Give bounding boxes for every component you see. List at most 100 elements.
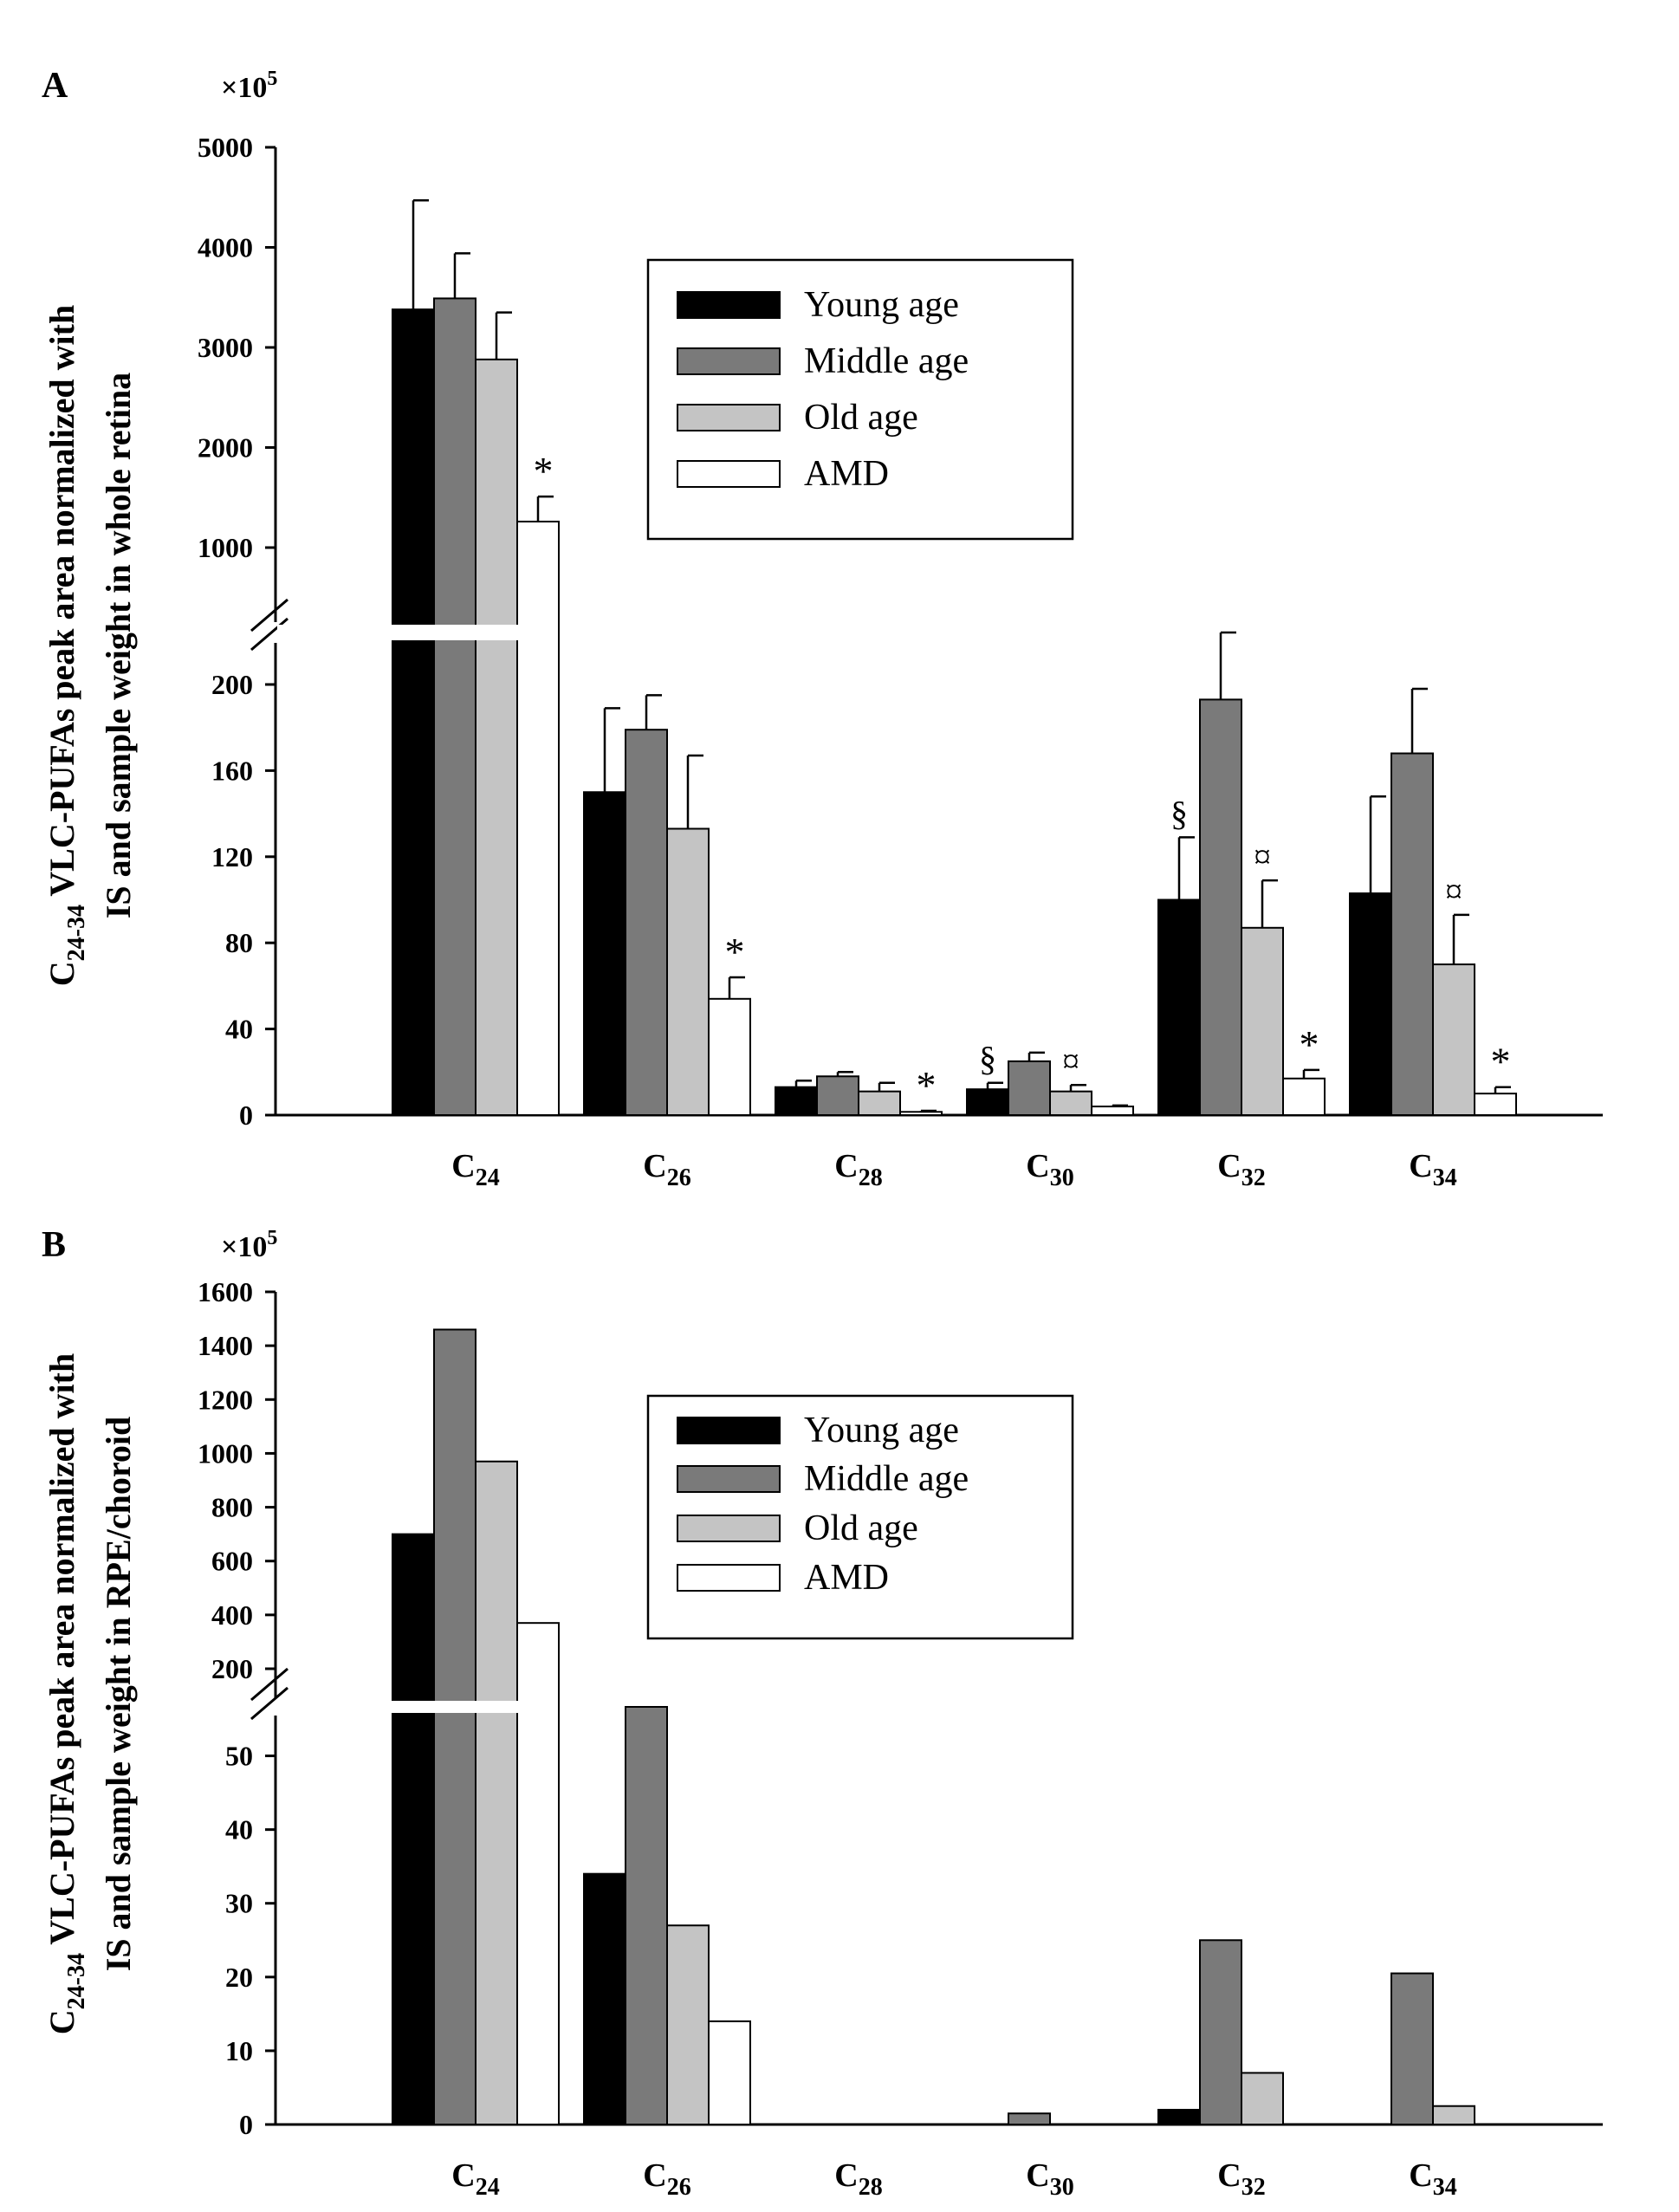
legend-swatch-old-age bbox=[677, 404, 781, 431]
bar-middle-age-c28 bbox=[816, 1075, 859, 1117]
legend-swatch-middle-age bbox=[677, 1465, 781, 1493]
significance-mark: * bbox=[917, 1063, 937, 1107]
legend-swatch-young-age bbox=[677, 291, 781, 319]
legend-label-amd: AMD bbox=[804, 454, 889, 494]
bar-amd-c26 bbox=[708, 2020, 751, 2126]
legend-label-young-age: Young age bbox=[804, 285, 959, 325]
significance-mark: ¤ bbox=[1254, 837, 1271, 876]
legend-swatch-amd bbox=[677, 460, 781, 488]
y-tick-label: 30 bbox=[225, 1888, 253, 1919]
panel-b: B ×105 0 10 20 30 40 50 200 400 600 800 1000 1200 1400… bbox=[42, 1225, 1603, 2201]
bar-young-age-c28 bbox=[775, 1086, 818, 1116]
y-axis-title: C24-34 VLC-PUFAs peak area normalized wi… bbox=[42, 1353, 138, 2034]
bar-middle-age-c32 bbox=[1199, 1939, 1242, 2125]
y-axis-title-line1: C24-34 VLC-PUFAs peak area normalized wi… bbox=[42, 305, 90, 986]
panel-label: A bbox=[42, 66, 68, 106]
y-tick-label: 0 bbox=[239, 2109, 253, 2140]
bar-middle-age-c24 bbox=[433, 297, 476, 1116]
y-axis-title-line1: C24-34 VLC-PUFAs peak area normalized wi… bbox=[42, 1353, 90, 2034]
bar-amd-c32 bbox=[1282, 1077, 1326, 1117]
x-tick-label-c28: C28 bbox=[834, 1148, 882, 1191]
x-tick-label-c30: C30 bbox=[1026, 2157, 1073, 2201]
significance-mark: * bbox=[1300, 1022, 1319, 1067]
bar-old-age-c26 bbox=[666, 827, 710, 1116]
y-axis-title-line2: IS and sample weight in whole retina bbox=[99, 373, 138, 918]
y-tick-label: 600 bbox=[211, 1546, 253, 1577]
legend-label-amd: AMD bbox=[804, 1558, 889, 1598]
y-tick-label: 200 bbox=[211, 669, 253, 700]
bar-amd-c26 bbox=[708, 997, 751, 1117]
bar-middle-age-c34 bbox=[1391, 752, 1434, 1117]
y-tick-label: 1600 bbox=[198, 1276, 253, 1307]
bar-old-age-c26 bbox=[666, 1924, 710, 2126]
legend: Young age Middle age Old age AMD bbox=[646, 258, 1074, 541]
axis-break-mark bbox=[250, 598, 288, 632]
legend-label-middle-age: Middle age bbox=[804, 341, 969, 381]
x-tick-label-c24: C24 bbox=[451, 2157, 499, 2201]
legend-label-old-age: Old age bbox=[804, 398, 918, 438]
axis-break-band bbox=[277, 1701, 554, 1713]
y-tick-label: 400 bbox=[211, 1599, 253, 1631]
legend-swatch-middle-age bbox=[677, 347, 781, 375]
y-tick-label: 40 bbox=[225, 1014, 253, 1045]
x-tick-label-c32: C32 bbox=[1217, 1148, 1265, 1191]
significance-mark: ¤ bbox=[1062, 1041, 1079, 1080]
bar-young-age-c26 bbox=[583, 791, 626, 1116]
bar-amd-c28 bbox=[899, 1111, 943, 1116]
axis-break-mark bbox=[250, 1667, 288, 1702]
y-tick-label: 1200 bbox=[198, 1384, 253, 1415]
bar-young-age-c30 bbox=[966, 1088, 1009, 1117]
axis-break-mark bbox=[250, 617, 288, 652]
bar-old-age-c34 bbox=[1432, 2105, 1475, 2126]
legend-label-young-age: Young age bbox=[804, 1411, 959, 1450]
x-tick-label-c34: C34 bbox=[1409, 2157, 1456, 2201]
bar-young-age-c34 bbox=[1349, 892, 1392, 1117]
panel-a: A ×105 0 40 80 120 160 200 1000 2000 3000 4000 5000 *… bbox=[42, 66, 1603, 1191]
bar-middle-age-c32 bbox=[1199, 698, 1242, 1117]
y-tick-label: 0 bbox=[239, 1100, 253, 1131]
y-tick-label: 1000 bbox=[198, 532, 253, 563]
significance-mark: ¤ bbox=[1445, 872, 1462, 911]
y-tick-label: 5000 bbox=[198, 132, 253, 163]
legend: Young age Middle age Old age AMD bbox=[646, 1394, 1074, 1640]
bar-young-age-c24 bbox=[392, 308, 435, 1116]
bar-old-age-c30 bbox=[1049, 1090, 1092, 1117]
axis-multiplier: ×105 bbox=[221, 1227, 277, 1263]
x-tick-label-c26: C26 bbox=[643, 1148, 690, 1191]
axis-break-band bbox=[277, 625, 554, 640]
bar-young-age-c32 bbox=[1157, 898, 1201, 1116]
y-tick-label: 3000 bbox=[198, 332, 253, 363]
bar-old-age-c32 bbox=[1241, 2072, 1284, 2125]
bar-amd-c30 bbox=[1091, 1106, 1134, 1117]
y-axis-title: C24-34 VLC-PUFAs peak area normalized wi… bbox=[42, 305, 138, 986]
significance-mark: * bbox=[1491, 1040, 1511, 1084]
bar-middle-age-c30 bbox=[1008, 1060, 1051, 1116]
bar-old-age-c28 bbox=[858, 1090, 901, 1117]
legend-swatch-old-age bbox=[677, 1515, 781, 1542]
y-tick-label: 200 bbox=[211, 1653, 253, 1684]
x-tick-label-c34: C34 bbox=[1409, 1148, 1456, 1191]
bar-old-age-c32 bbox=[1241, 926, 1284, 1117]
significance-mark: § bbox=[1170, 794, 1188, 833]
x-tick-label-c28: C28 bbox=[834, 2157, 882, 2201]
bar-amd-c34 bbox=[1474, 1093, 1517, 1117]
y-tick-label: 4000 bbox=[198, 232, 253, 263]
y-tick-label: 120 bbox=[211, 841, 253, 872]
bar-amd-c24 bbox=[516, 520, 560, 1116]
y-tick-label: 20 bbox=[225, 1962, 253, 1993]
bar-old-age-c24 bbox=[475, 1460, 518, 2125]
y-tick-label: 40 bbox=[225, 1814, 253, 1845]
y-tick-label: 10 bbox=[225, 2035, 253, 2066]
legend-swatch-amd bbox=[677, 1564, 781, 1592]
bar-middle-age-c34 bbox=[1391, 1972, 1434, 2126]
legend-swatch-young-age bbox=[677, 1417, 781, 1444]
x-tick-label-c30: C30 bbox=[1026, 1148, 1073, 1191]
y-tick-label: 50 bbox=[225, 1741, 253, 1772]
legend-label-old-age: Old age bbox=[804, 1508, 918, 1548]
panel-label: B bbox=[42, 1225, 66, 1265]
x-tick-label-c26: C26 bbox=[643, 2157, 690, 2201]
bar-middle-age-c24 bbox=[433, 1328, 476, 2125]
x-tick-label-c32: C32 bbox=[1217, 2157, 1265, 2201]
y-axis-title-line2: IS and sample weight in RPE/choroid bbox=[99, 1417, 138, 1972]
